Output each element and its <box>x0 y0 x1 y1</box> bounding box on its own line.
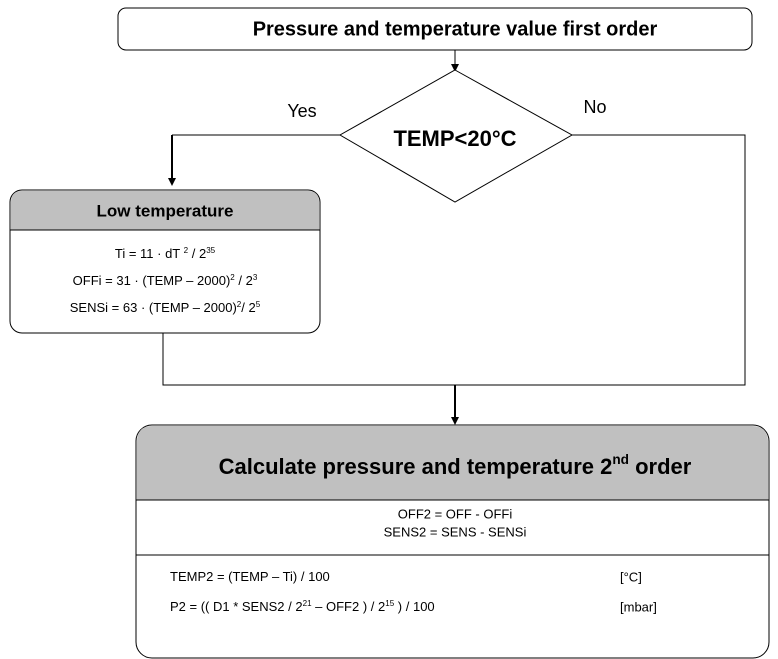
text-part: / 2 <box>241 300 255 315</box>
calc-title: Calculate pressure and temperature 2nd o… <box>219 452 692 479</box>
connector <box>162 134 746 386</box>
superscript: 5 <box>256 300 261 309</box>
text-part: ) / 100 <box>394 599 434 614</box>
formula: TEMP2 = (TEMP – Ti) / 100 <box>170 569 330 584</box>
text-part: order <box>629 454 692 479</box>
superscript: 35 <box>206 246 215 255</box>
text-part: P2 = (( D1 * SENS2 / 2 <box>170 599 303 614</box>
start-box <box>117 7 753 51</box>
unit: [mbar] <box>620 599 657 614</box>
text-part: Ti = 11 · dT <box>115 246 184 261</box>
formula: Ti = 11 · dT 2 / 235 <box>115 246 216 262</box>
decision-diamond <box>338 69 574 203</box>
superscript: nd <box>612 452 629 467</box>
text-part: / 2 <box>188 246 206 261</box>
yes-label: Yes <box>287 101 316 121</box>
text-part: Calculate pressure and temperature 2 <box>219 454 613 479</box>
text-part: – OFF2 ) / 2 <box>312 599 386 614</box>
superscript: 21 <box>303 599 312 608</box>
superscript: 2 <box>184 246 189 255</box>
text-part: OFFi = 31 · (TEMP – 2000) <box>73 273 231 288</box>
equation: SENS2 = SENS - SENSi <box>384 524 527 539</box>
no-label: No <box>583 97 606 117</box>
start-label: Pressure and temperature value first ord… <box>253 18 658 40</box>
superscript: 3 <box>253 273 258 282</box>
low-temp-header <box>11 191 319 230</box>
text-part: SENSi = 63 · (TEMP – 2000) <box>70 300 237 315</box>
text-part: / 2 <box>235 273 253 288</box>
superscript: 2 <box>237 300 242 309</box>
formula: P2 = (( D1 * SENS2 / 221 – OFF2 ) / 215 … <box>170 599 435 615</box>
superscript: 15 <box>385 599 394 608</box>
unit: [°C] <box>620 569 642 584</box>
equation: OFF2 = OFF - OFFi <box>398 506 513 521</box>
low-temp-title: Low temperature <box>97 201 234 220</box>
superscript: 2 <box>230 273 235 282</box>
formula: OFFi = 31 · (TEMP – 2000)2 / 23 <box>73 273 258 289</box>
decision-label: TEMP<20°C <box>393 126 516 151</box>
calc-header <box>137 426 768 500</box>
formula: SENSi = 63 · (TEMP – 2000)2/ 25 <box>70 300 261 316</box>
text-part: TEMP2 = (TEMP – Ti) / 100 <box>170 569 330 584</box>
